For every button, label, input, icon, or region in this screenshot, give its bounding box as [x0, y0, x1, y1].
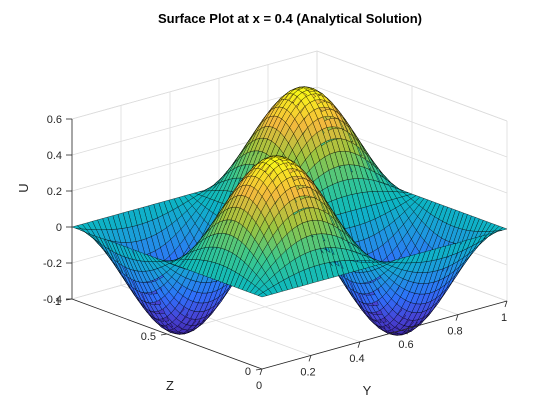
y-tick [160, 333, 168, 336]
x-tick-label: 0.2 [300, 366, 315, 378]
y-tick-label: 0.5 [141, 331, 156, 343]
surface-patch [221, 195, 231, 210]
z-tick-label: -0.4 [43, 294, 62, 306]
x-tick [455, 314, 459, 321]
y-tick [255, 368, 263, 371]
surface-patch [248, 126, 259, 141]
z-tick-label: 0.4 [47, 150, 62, 162]
y-tick-label: 1 [55, 296, 61, 308]
x-tick-label: 0 [256, 380, 262, 392]
z-tick-label: -0.2 [43, 258, 62, 270]
surface-mesh [71, 86, 508, 336]
x-tick [259, 368, 263, 376]
x-tick [357, 341, 361, 348]
surface-patch [239, 140, 250, 155]
z-tick-label: 0.2 [47, 186, 62, 198]
y-axis-label: Z [166, 378, 174, 393]
y-tick-label: 0 [245, 366, 251, 378]
x-tick [406, 328, 410, 335]
z-tick-label: 0.6 [47, 114, 62, 126]
x-tick [504, 300, 508, 308]
x-axis-label: Y [363, 383, 372, 398]
x-tick-label: 0.8 [447, 326, 462, 338]
chart-title: Surface Plot at x = 0.4 (Analytical Solu… [158, 11, 422, 26]
x-tick [308, 355, 312, 362]
surface-patch [71, 225, 82, 230]
surface-patch [230, 182, 240, 196]
surface-patch [212, 209, 222, 224]
x-tick-label: 1 [501, 312, 507, 324]
x-tick-label: 0.6 [398, 339, 413, 351]
x-axis-line [261, 300, 508, 370]
z-axis-label: U [16, 183, 31, 192]
x-tick-label: 0.4 [349, 353, 364, 365]
z-tick-label: 0 [56, 222, 62, 234]
surface-patch [257, 113, 268, 127]
